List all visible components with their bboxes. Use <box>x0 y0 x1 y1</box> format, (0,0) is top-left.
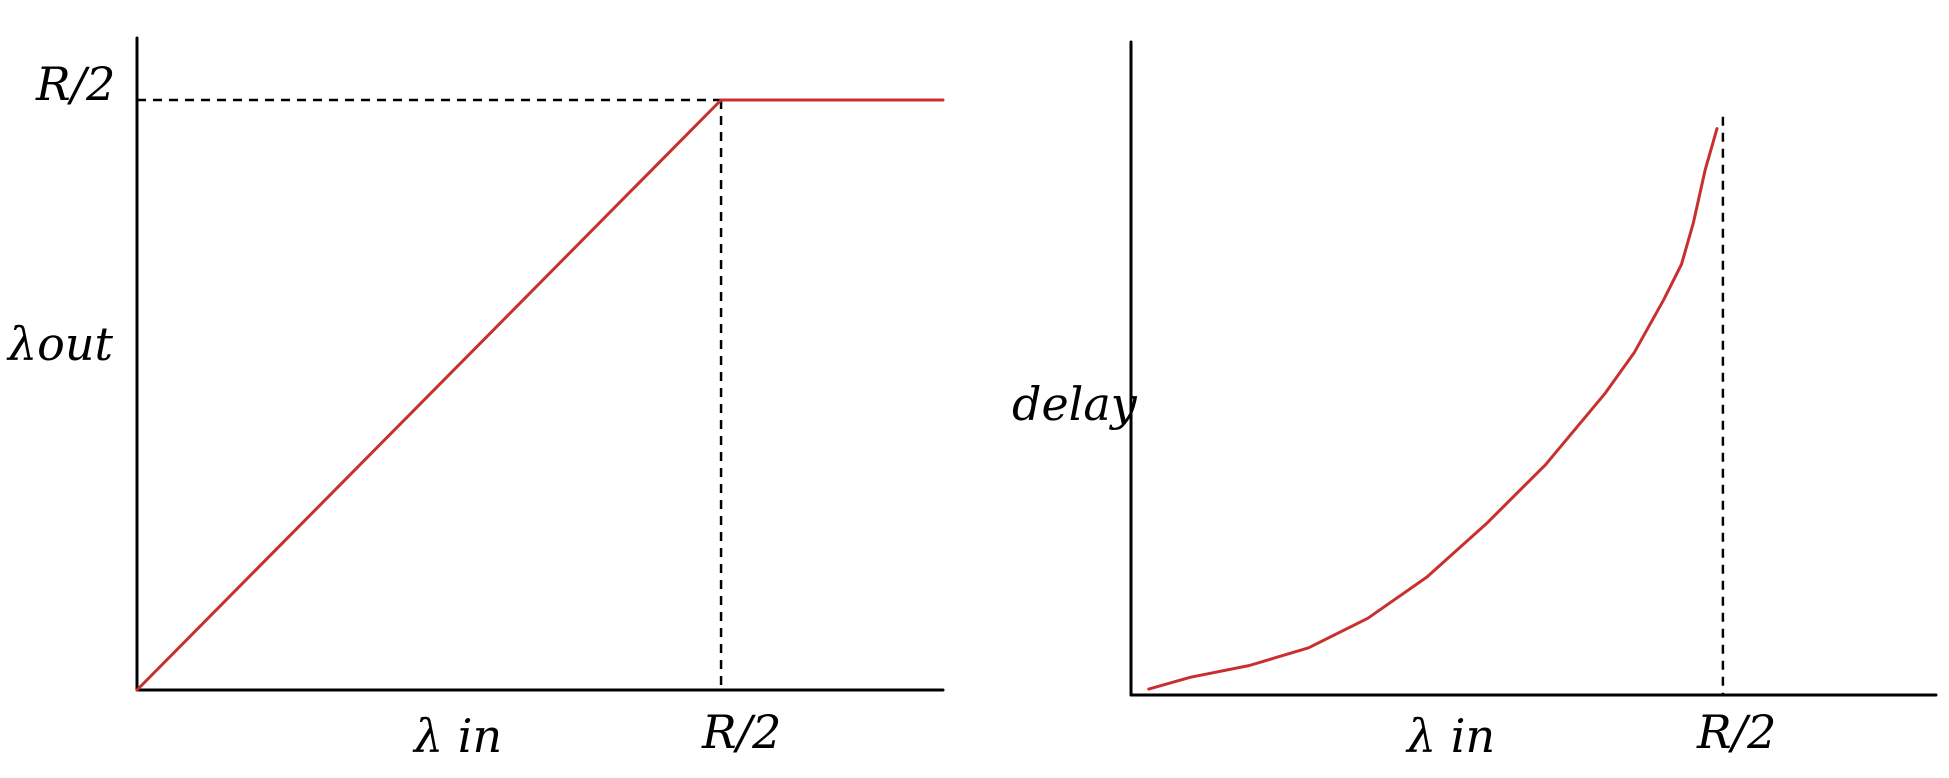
chart1-x-tick-label: R/2 <box>701 705 781 759</box>
delay-chart: delay λ in R/2 <box>1012 40 1938 763</box>
chart2-series-line <box>1147 127 1719 691</box>
chart1-y-tick-label: R/2 <box>35 57 115 111</box>
throughput-chart: R/2 λout λ in R/2 <box>6 36 945 763</box>
chart2-x-axis-label: λ in <box>1405 709 1495 763</box>
chart1-x-axis-label: λ in <box>412 709 502 763</box>
chart2-y-axis-label: delay <box>1012 377 1138 431</box>
chart1-series-line <box>135 98 945 692</box>
chart1-y-axis-label: λout <box>6 317 113 371</box>
chart2-x-tick-label: R/2 <box>1696 705 1776 759</box>
